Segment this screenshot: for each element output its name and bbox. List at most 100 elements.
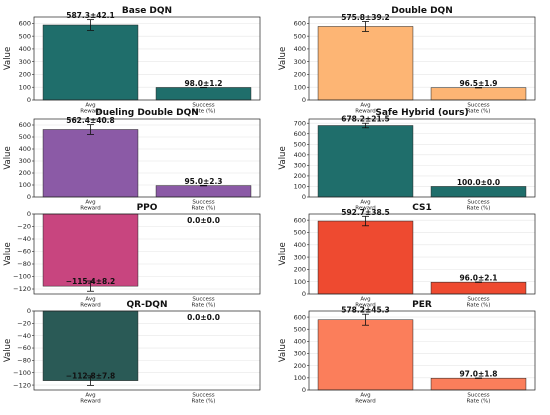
bar-cs1-1 bbox=[430, 281, 527, 295]
data-label: 0.0±0.0 bbox=[187, 313, 220, 322]
y-tick-label: 300 bbox=[294, 253, 306, 261]
y-tick-label: 500 bbox=[19, 133, 31, 141]
bar-double-dqn-0 bbox=[317, 26, 414, 101]
plot-frame bbox=[33, 310, 261, 391]
y-tick-label: −120 bbox=[13, 381, 31, 389]
x-tick-label: Avg Reward bbox=[355, 103, 375, 115]
data-label: 578.2±45.3 bbox=[341, 306, 390, 315]
bar-per-0 bbox=[317, 319, 414, 391]
bar-base-dqn-0 bbox=[42, 24, 139, 101]
data-label: 562.4±40.8 bbox=[66, 116, 115, 125]
panel-title: PPO bbox=[137, 203, 158, 213]
y-tick-label: 600 bbox=[19, 20, 31, 28]
plot-frame bbox=[308, 310, 536, 391]
y-tick-label: 200 bbox=[294, 362, 306, 370]
x-tick-label: Success Rate (%) bbox=[192, 103, 216, 115]
y-tick-label: 100 bbox=[294, 278, 306, 286]
data-label: 587.3±42.1 bbox=[66, 11, 115, 20]
y-tick-label: 400 bbox=[294, 45, 306, 53]
panel-title: CS1 bbox=[412, 203, 432, 213]
bar-dueling-double-dqn-0 bbox=[42, 129, 139, 198]
bar-qr-dqn-0 bbox=[42, 310, 139, 381]
y-axis-label: Value bbox=[278, 146, 288, 169]
y-tick-label: 500 bbox=[19, 32, 31, 40]
y-tick-label: −80 bbox=[17, 357, 31, 365]
bar-cs1-0 bbox=[317, 220, 414, 295]
y-tick-label: 0 bbox=[302, 96, 306, 104]
y-tick-label: 300 bbox=[294, 350, 306, 358]
data-label: −115.4±8.2 bbox=[66, 277, 116, 286]
y-tick-label: 600 bbox=[19, 121, 31, 129]
panel-title: PER bbox=[412, 300, 432, 310]
data-label: 100.0±0.0 bbox=[457, 178, 500, 187]
y-tick-label: 400 bbox=[294, 241, 306, 249]
x-tick-label: Avg Reward bbox=[80, 103, 100, 115]
y-tick-label: 100 bbox=[19, 83, 31, 91]
panel-base-dqn: 0 100 200 300 400 500 600 587.3±42.1 Avg Reward 98… bbox=[3, 6, 261, 115]
data-label: 592.7±38.5 bbox=[341, 208, 390, 217]
y-tick-label: −100 bbox=[13, 369, 31, 377]
y-tick-label: −40 bbox=[17, 332, 31, 340]
y-axis-label: Value bbox=[3, 242, 13, 265]
x-tick-label: Success Rate (%) bbox=[467, 200, 491, 212]
data-label: 96.5±1.9 bbox=[459, 79, 497, 88]
y-tick-label: −40 bbox=[17, 235, 31, 243]
x-tick-label: Success Rate (%) bbox=[467, 393, 491, 405]
y-tick-label: 400 bbox=[19, 145, 31, 153]
y-tick-label: 600 bbox=[294, 313, 306, 321]
y-tick-label: 500 bbox=[294, 140, 306, 148]
data-label: 97.0±1.8 bbox=[459, 369, 497, 378]
y-tick-label: −100 bbox=[13, 273, 31, 281]
x-tick-label: Avg Reward bbox=[80, 297, 100, 309]
plot-frame bbox=[308, 16, 536, 101]
y-tick-label: 700 bbox=[294, 119, 306, 127]
y-tick-label: −60 bbox=[17, 344, 31, 352]
plot-frame bbox=[308, 213, 536, 295]
x-tick-label: Avg Reward bbox=[80, 200, 100, 212]
y-tick-label: 0 bbox=[27, 307, 31, 315]
y-axis-label: Value bbox=[278, 242, 288, 265]
y-axis-label: Value bbox=[3, 47, 13, 70]
y-tick-label: 500 bbox=[294, 32, 306, 40]
panel-dueling-double-dqn: 0 100 200 300 400 500 600 562.4±40.8 Avg Reward 95… bbox=[3, 108, 261, 212]
y-tick-label: −80 bbox=[17, 260, 31, 268]
data-label: 96.0±2.1 bbox=[459, 273, 497, 282]
y-tick-label: −120 bbox=[13, 285, 31, 293]
panel-ppo: 0 −20 −40 −60 −80 −100 −120 −115.4±8.2 Avg Reward… bbox=[3, 203, 261, 309]
y-tick-label: 0 bbox=[27, 193, 31, 201]
bar-safe-hybrid-ours-0 bbox=[317, 125, 414, 198]
y-tick-label: 0 bbox=[302, 290, 306, 298]
y-tick-label: 100 bbox=[19, 181, 31, 189]
data-label: 95.0±2.3 bbox=[184, 177, 222, 186]
y-tick-label: −60 bbox=[17, 248, 31, 256]
bar-base-dqn-1 bbox=[155, 87, 252, 101]
data-label: 575.8±39.2 bbox=[341, 13, 390, 22]
plot-frame bbox=[308, 118, 536, 198]
x-tick-label: Success Rate (%) bbox=[192, 393, 216, 405]
y-tick-label: 500 bbox=[294, 325, 306, 333]
bar-safe-hybrid-ours-1 bbox=[430, 186, 527, 198]
y-tick-label: 300 bbox=[19, 58, 31, 66]
y-tick-label: 200 bbox=[19, 169, 31, 177]
y-tick-label: 100 bbox=[294, 183, 306, 191]
y-tick-label: 0 bbox=[302, 386, 306, 394]
bar-dueling-double-dqn-1 bbox=[155, 185, 252, 198]
x-tick-label: Avg Reward bbox=[355, 200, 375, 212]
data-label: −112.8±7.8 bbox=[66, 372, 116, 381]
y-tick-label: 300 bbox=[294, 162, 306, 170]
y-tick-label: 0 bbox=[27, 210, 31, 218]
y-tick-label: 600 bbox=[294, 130, 306, 138]
y-tick-label: −20 bbox=[17, 223, 31, 231]
y-tick-label: 600 bbox=[294, 20, 306, 28]
x-tick-label: Avg Reward bbox=[355, 393, 375, 405]
y-tick-label: 200 bbox=[294, 172, 306, 180]
bar-ppo-0 bbox=[42, 213, 139, 287]
y-axis-label: Value bbox=[278, 339, 288, 362]
y-tick-label: 200 bbox=[294, 71, 306, 79]
panel-title: Safe Hybrid (ours) bbox=[375, 108, 468, 118]
y-tick-label: 600 bbox=[294, 216, 306, 224]
plot-frame bbox=[33, 16, 261, 101]
y-tick-label: 500 bbox=[294, 229, 306, 237]
y-tick-label: 400 bbox=[19, 45, 31, 53]
